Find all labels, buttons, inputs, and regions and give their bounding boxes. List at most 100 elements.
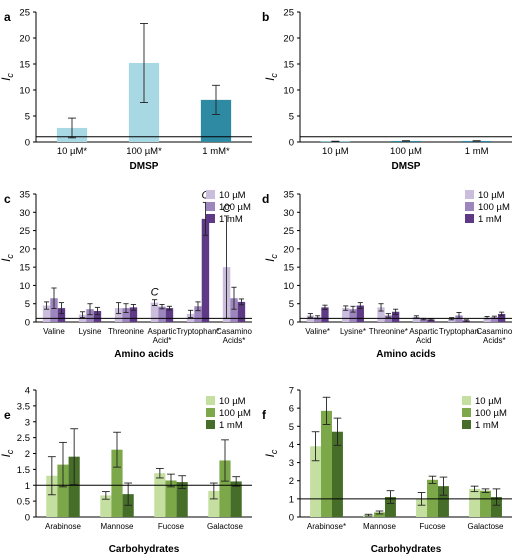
bar bbox=[93, 311, 102, 322]
bar bbox=[377, 307, 385, 322]
bar bbox=[165, 308, 174, 322]
legend-label: 100 µM bbox=[475, 408, 507, 419]
bar bbox=[384, 497, 396, 517]
legend-swatch bbox=[462, 408, 471, 417]
legend-label: 10 µM bbox=[478, 190, 505, 201]
x-axis-label: Carbohydrates bbox=[371, 544, 442, 555]
y-tick-label: 30 bbox=[19, 208, 30, 219]
y-tick-label: 0 bbox=[25, 318, 30, 329]
x-tick-label: 10 µM* bbox=[57, 146, 88, 157]
legend-label: 100 µM bbox=[219, 408, 251, 419]
y-tick-label: 10 bbox=[19, 281, 30, 292]
y-axis-label: Ic bbox=[263, 73, 279, 81]
panel-a: a 0 5 10 15 20 25 Ic 10 µM* 100 µM* 1 mM* DMSP bbox=[0, 8, 252, 172]
y-tick-label: 10 bbox=[19, 86, 30, 97]
y-tick-label: 15 bbox=[19, 60, 30, 71]
x-tick-label: Lysine* bbox=[340, 327, 366, 336]
bar bbox=[201, 218, 210, 322]
legend-label: 100 µM bbox=[219, 202, 251, 213]
y-axis-label: Ic bbox=[0, 254, 15, 262]
bar bbox=[469, 488, 481, 517]
x-axis-label: Carbohydrates bbox=[109, 544, 180, 555]
y-axis-label: Ic bbox=[263, 254, 279, 262]
bar bbox=[68, 456, 80, 517]
bar bbox=[310, 446, 322, 517]
y-tick-label: 1.5 bbox=[17, 465, 30, 476]
legend-label: 1 mM bbox=[219, 420, 243, 431]
y-tick-label: 2 bbox=[25, 449, 30, 460]
x-tick-label: Arabinose bbox=[45, 522, 82, 531]
legend-label: 1 mM bbox=[475, 420, 499, 431]
x-tick-label: Acid bbox=[416, 336, 432, 345]
bar bbox=[427, 319, 435, 322]
y-tick-label: 0.5 bbox=[17, 497, 30, 508]
y-tick-label: 35 bbox=[283, 190, 294, 201]
bar bbox=[230, 481, 242, 517]
x-tick-label: Galactose bbox=[207, 522, 244, 531]
bar bbox=[208, 490, 220, 517]
x-tick-label: Acids* bbox=[483, 336, 506, 345]
bar bbox=[100, 495, 112, 517]
bar bbox=[129, 307, 138, 322]
y-tick-label: 25 bbox=[283, 8, 294, 19]
y-tick-label: 0 bbox=[289, 138, 294, 149]
legend-swatch bbox=[462, 396, 471, 405]
x-axis-label: DMSP bbox=[130, 161, 159, 172]
bar bbox=[158, 306, 166, 322]
legend-label: 10 µM bbox=[475, 396, 502, 407]
bar bbox=[86, 309, 94, 322]
y-tick-label: 3 bbox=[25, 417, 30, 428]
y-tick-label: 0 bbox=[289, 318, 294, 329]
y-tick-label: 20 bbox=[19, 244, 30, 255]
bar bbox=[416, 498, 428, 517]
x-tick-label: Aspartic bbox=[148, 327, 177, 336]
panel-letter: b bbox=[262, 10, 269, 24]
legend-swatch bbox=[465, 214, 474, 223]
panel-c: c 0 5 10 15 20 25 30 35 Ic Valine Lysine Threonine As… bbox=[0, 189, 253, 360]
y-tick-label: 0 bbox=[25, 138, 30, 149]
x-tick-label: Lysine bbox=[79, 327, 102, 336]
y-axis-label: Ic bbox=[263, 449, 279, 457]
legend-swatch bbox=[206, 408, 215, 417]
x-tick-label: Tryptophan* bbox=[176, 327, 219, 336]
y-tick-label: 10 bbox=[283, 281, 294, 292]
bar bbox=[321, 307, 329, 322]
x-tick-label: 1 mM* bbox=[202, 146, 230, 157]
legend-swatch bbox=[206, 190, 215, 199]
y-tick-label: 2 bbox=[289, 476, 294, 487]
x-tick-label: Mannose bbox=[101, 522, 134, 531]
y-tick-label: 0 bbox=[25, 513, 30, 524]
y-tick-label: 5 bbox=[289, 422, 294, 433]
bar bbox=[237, 301, 246, 322]
legend-label: 1 mM bbox=[478, 214, 502, 225]
y-tick-label: 3 bbox=[289, 458, 294, 469]
legend-swatch bbox=[206, 202, 215, 211]
y-tick-label: 1 bbox=[25, 481, 30, 492]
x-tick-label: 10 µM bbox=[322, 146, 349, 157]
y-tick-label: 20 bbox=[19, 34, 30, 45]
legend-swatch bbox=[206, 214, 215, 223]
y-tick-label: 25 bbox=[283, 226, 294, 237]
panel-d: d 0 5 10 15 20 25 30 35 Ic Valine* Lysine* Threonine… bbox=[262, 190, 513, 361]
x-tick-label: 100 µM bbox=[390, 146, 422, 157]
y-tick-label: 25 bbox=[19, 8, 30, 19]
y-tick-label: 5 bbox=[25, 299, 30, 310]
x-tick-label: Acids* bbox=[223, 336, 246, 345]
bar bbox=[420, 319, 428, 322]
bar bbox=[412, 316, 421, 322]
y-tick-label: 20 bbox=[283, 244, 294, 255]
x-tick-label: Galactose bbox=[467, 522, 504, 531]
x-tick-label: Fucose bbox=[158, 522, 185, 531]
x-tick-label: Mannose bbox=[363, 522, 396, 531]
bar bbox=[483, 317, 491, 322]
panel-letter: e bbox=[4, 408, 11, 422]
legend-swatch bbox=[465, 190, 474, 199]
y-tick-label: 10 bbox=[283, 86, 294, 97]
bar bbox=[42, 305, 51, 322]
x-tick-label: Casamino bbox=[476, 327, 513, 336]
x-tick-label: Acid* bbox=[153, 336, 172, 345]
bar bbox=[57, 464, 69, 517]
bar bbox=[342, 308, 350, 322]
bar bbox=[480, 490, 491, 517]
y-tick-label: 25 bbox=[19, 226, 30, 237]
